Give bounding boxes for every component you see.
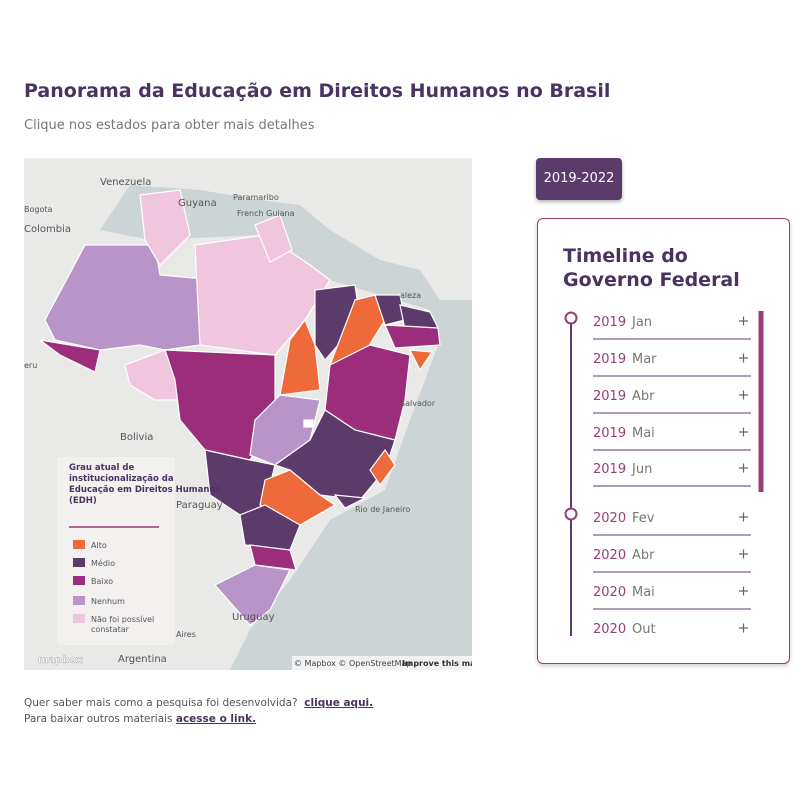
footer-link[interactable]: acesse o link. xyxy=(175,713,257,725)
timeline-year[interactable]: 2019 xyxy=(593,389,626,404)
timeline-month[interactable]: Mar xyxy=(632,352,657,367)
states xyxy=(39,189,441,626)
timeline-dot xyxy=(564,507,578,521)
map-label: Bolivia xyxy=(120,432,153,443)
map-label: Venezuela xyxy=(100,177,151,188)
map-label: Guyana xyxy=(178,198,217,209)
legend-swatch xyxy=(73,558,85,567)
map-label: Paramaribo xyxy=(233,193,279,202)
legend-title: Grau atual de institucionalização da Educa… xyxy=(69,463,220,506)
expand-icon[interactable] xyxy=(739,549,748,559)
expand-icon[interactable] xyxy=(739,390,748,400)
improve-link[interactable]: Improve this map xyxy=(402,659,472,668)
legend-label: Baixo xyxy=(91,577,113,586)
timeline-year[interactable]: 2019 xyxy=(593,315,626,330)
timeline-year[interactable]: 2019 xyxy=(593,352,626,367)
state[interactable] xyxy=(39,339,101,373)
legend-label: Médio xyxy=(91,558,115,568)
map[interactable]: Venezuela Guyana Paramaribo French Guiana Bo… xyxy=(24,158,472,670)
timeline-year[interactable]: 2020 xyxy=(593,548,626,563)
timeline-month[interactable]: Out xyxy=(632,622,656,637)
timeline-month[interactable]: Jan xyxy=(631,315,652,330)
timeline-year[interactable]: 2019 xyxy=(593,462,626,477)
timeline-year[interactable]: 2019 xyxy=(593,426,626,441)
state[interactable] xyxy=(384,324,441,349)
timeline-month[interactable]: Mai xyxy=(632,585,655,600)
state[interactable] xyxy=(239,504,301,551)
expand-icon[interactable] xyxy=(739,463,748,473)
footer-line: Para baixar outros materiais acesse o li… xyxy=(24,713,256,725)
map-labels: Venezuela Guyana Paramaribo French Guiana Bo… xyxy=(24,177,436,665)
footer-line: Quer saber mais como a pesquisa foi dese… xyxy=(24,697,373,709)
legend-label: Nenhum xyxy=(91,597,125,606)
map-label: aleza xyxy=(400,291,421,300)
map-label: Bogota xyxy=(24,205,52,214)
timeline-dot xyxy=(564,311,578,325)
legend-swatch xyxy=(73,596,85,605)
legend-swatch xyxy=(73,614,85,623)
timeline-title: Timeline do Governo Federal xyxy=(563,245,740,291)
expand-icon[interactable] xyxy=(739,623,748,633)
legend-swatch xyxy=(73,576,85,585)
subtitle: Clique nos estados para obter mais detal… xyxy=(24,118,315,133)
state[interactable] xyxy=(408,349,434,372)
map-label: Rio de Janeiro xyxy=(355,505,410,514)
timeline-year[interactable]: 2020 xyxy=(593,585,626,600)
map-label: Argentina xyxy=(118,654,167,665)
map-label: Salvador xyxy=(400,399,436,408)
state[interactable] xyxy=(214,564,291,626)
map-label: eru xyxy=(24,361,37,370)
expand-icon[interactable] xyxy=(739,512,748,522)
state[interactable] xyxy=(249,544,297,571)
expand-icon[interactable] xyxy=(739,353,748,363)
state[interactable] xyxy=(254,214,293,263)
map-label: Paraguay xyxy=(176,500,223,511)
map-label: French Guiana xyxy=(237,209,295,218)
logo: mapbox xyxy=(38,655,83,666)
state[interactable] xyxy=(139,189,191,266)
expand-icon[interactable] xyxy=(739,316,748,326)
state[interactable] xyxy=(259,469,337,526)
state[interactable] xyxy=(333,494,368,509)
period-button[interactable]: 2019-2022 xyxy=(536,158,622,200)
footer-text: Quer saber mais como a pesquisa foi dese… xyxy=(24,697,298,709)
state[interactable] xyxy=(329,294,386,366)
expand-icon[interactable] xyxy=(739,427,748,437)
timeline-month[interactable]: Abr xyxy=(632,548,655,563)
timeline-month[interactable]: Abr xyxy=(632,389,655,404)
state[interactable] xyxy=(279,318,321,396)
timeline-month[interactable]: Jun xyxy=(631,462,652,477)
legend-label: Alto xyxy=(91,541,107,550)
legend-swatch xyxy=(73,540,85,549)
legend: Grau atual de institucionalização da Educa… xyxy=(57,457,220,645)
timeline-card xyxy=(537,218,790,664)
footer-text: Para baixar outros materiais xyxy=(24,713,173,725)
map-label: Colombia xyxy=(24,224,71,235)
state[interactable] xyxy=(303,419,314,428)
timeline-month[interactable]: Mai xyxy=(632,426,655,441)
map-label: Uruguay xyxy=(232,612,275,623)
attribution: © Mapbox © OpenStreetMap xyxy=(294,659,412,668)
map-label: Aires xyxy=(176,630,196,639)
state[interactable] xyxy=(369,448,396,487)
land xyxy=(24,158,472,300)
expand-icon[interactable] xyxy=(739,586,748,596)
timeline-month[interactable]: Fev xyxy=(632,511,655,526)
timeline: 2019 Jan 2019 Mar 2019 Abr 2019 Mai 2019 Jun 2020 F… xyxy=(564,311,764,637)
timeline-year[interactable]: 2020 xyxy=(593,622,626,637)
page-title: Panorama da Educação em Direitos Humanos… xyxy=(24,80,611,102)
timeline-year[interactable]: 2020 xyxy=(593,511,626,526)
footer-link[interactable]: clique aqui. xyxy=(304,697,374,709)
legend-label: Não foi possível constatar xyxy=(91,615,154,634)
attribution-bg xyxy=(292,656,472,670)
